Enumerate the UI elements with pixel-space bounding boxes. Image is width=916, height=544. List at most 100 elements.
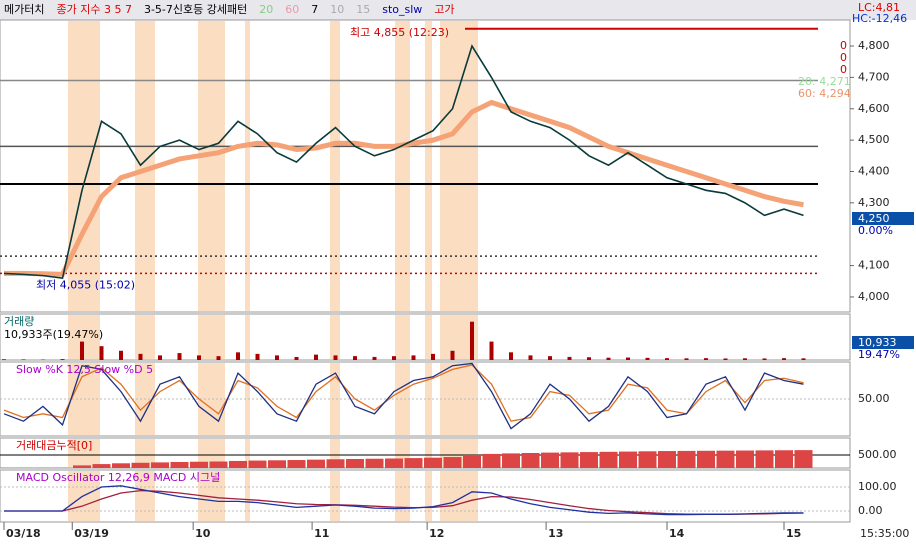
zero-label: 0 [840, 39, 847, 52]
volume-bar [587, 357, 591, 360]
signal-band [198, 21, 225, 311]
volume-bar [645, 357, 650, 360]
stoch-title: Slow %K 12,5 Slow %D 5 [16, 363, 153, 376]
cum-bar [638, 451, 657, 468]
cum-bar [131, 462, 150, 468]
toolbar-item[interactable]: 종가 지수 3 5 7 [56, 3, 131, 16]
ma60-label: 60: 4,294 [798, 87, 851, 100]
cum-bar [677, 450, 696, 468]
cum-bar [502, 453, 520, 468]
volume-bar [567, 356, 572, 360]
toolbar-item[interactable]: 15 [356, 3, 370, 16]
toolbar-item[interactable]: sto_slw [382, 3, 422, 16]
cum-bar [92, 464, 111, 468]
volume-title: 거래량 [4, 315, 34, 328]
volume-bar [723, 358, 728, 360]
signal-band [330, 21, 340, 311]
signal-band [245, 439, 250, 467]
signal-band [245, 471, 250, 521]
volume-bar [255, 353, 260, 360]
cum-bar [775, 450, 793, 468]
cum-bar [287, 460, 306, 468]
volume-bar [509, 352, 513, 360]
cum-bar [151, 462, 169, 468]
volume-bar [411, 355, 416, 360]
volume-bar [314, 354, 318, 360]
toolbar-item[interactable]: 60 [285, 3, 299, 16]
signal-band [245, 21, 250, 311]
volume-bar [80, 341, 84, 360]
toolbar-item[interactable]: 고가 [434, 3, 454, 16]
cum-bar [190, 461, 208, 468]
cum-bar [794, 450, 813, 468]
cum-bar [209, 461, 228, 468]
signal-band [395, 315, 410, 359]
volume-bar [99, 346, 104, 360]
x-tick-label: 10 [195, 527, 211, 540]
toolbar-item[interactable]: 메가터치 [4, 3, 44, 16]
cum-bar [346, 459, 364, 468]
signal-band [440, 471, 478, 521]
volume-bar [606, 357, 611, 360]
volume-bar [275, 355, 279, 360]
signal-band [330, 471, 340, 521]
volume-bar [158, 355, 162, 360]
signal-band [425, 21, 432, 311]
cum-bar [170, 462, 189, 468]
low-label: 최저 4,055 (15:02) [36, 279, 135, 292]
cum-bar [521, 453, 540, 468]
ma20-label: 20: 4,271 [798, 75, 851, 88]
signal-band [68, 21, 100, 311]
toolbar-item[interactable]: 7 [311, 3, 318, 16]
y-tick-label: 50.00 [858, 392, 890, 405]
y-tick-label: 4,400 [858, 164, 890, 177]
volume-bar [177, 353, 182, 360]
vol-box [852, 336, 914, 349]
volume-bar [684, 358, 689, 360]
cum-bar [424, 457, 442, 468]
x-tick-label: 11 [314, 527, 329, 540]
cum-bar [560, 452, 579, 468]
volume-bar [392, 356, 396, 360]
volume-bar [782, 358, 786, 360]
cum-bar [229, 460, 247, 468]
volume-bar [216, 356, 221, 360]
y-tick-label: 4,800 [858, 39, 890, 52]
y-tick-label: 0.00 [858, 504, 883, 517]
cum-bar [268, 460, 286, 468]
y-tick-label: 4,000 [858, 290, 890, 303]
toolbar-item[interactable]: 10 [330, 3, 344, 16]
y-tick-label: 500.00 [858, 448, 897, 461]
y-tick-label: 4,600 [858, 102, 890, 115]
volume-bar [431, 353, 435, 360]
signal-band [395, 21, 410, 311]
macd-line [4, 485, 804, 516]
signal-band [330, 315, 340, 359]
signal-line [4, 489, 804, 515]
cum-bar [248, 460, 267, 468]
macd-title: MACD Oscillator 12,26,9 MACD 시그널 [16, 471, 220, 484]
signal-band [425, 471, 432, 521]
cum-bar [541, 452, 559, 468]
toolbar-item[interactable]: 3-5-7신호등 강세패턴 [144, 3, 247, 16]
cum-bar [716, 450, 735, 468]
volume-bar [2, 359, 6, 360]
volume-bar [138, 353, 143, 360]
last-box [852, 212, 914, 225]
cum-bar [443, 457, 462, 468]
y-tick-label: 100.00 [858, 480, 897, 493]
toolbar-item[interactable]: 20 [259, 3, 273, 16]
volume-bar [743, 358, 747, 360]
y-tick-label: 4,300 [858, 196, 890, 209]
volume-bar [21, 359, 26, 360]
cum-bar [365, 458, 384, 468]
volume-bar [236, 352, 240, 360]
signal-band [135, 315, 155, 359]
cum-bar [599, 451, 618, 468]
x-tick-label: 03/18 [6, 527, 41, 540]
zero-label: 0 [840, 51, 847, 64]
volume-bar [704, 358, 708, 360]
y-tick-label: 4,500 [858, 133, 890, 146]
volume-bar [60, 359, 65, 360]
x-tick-label: 15 [786, 527, 801, 540]
